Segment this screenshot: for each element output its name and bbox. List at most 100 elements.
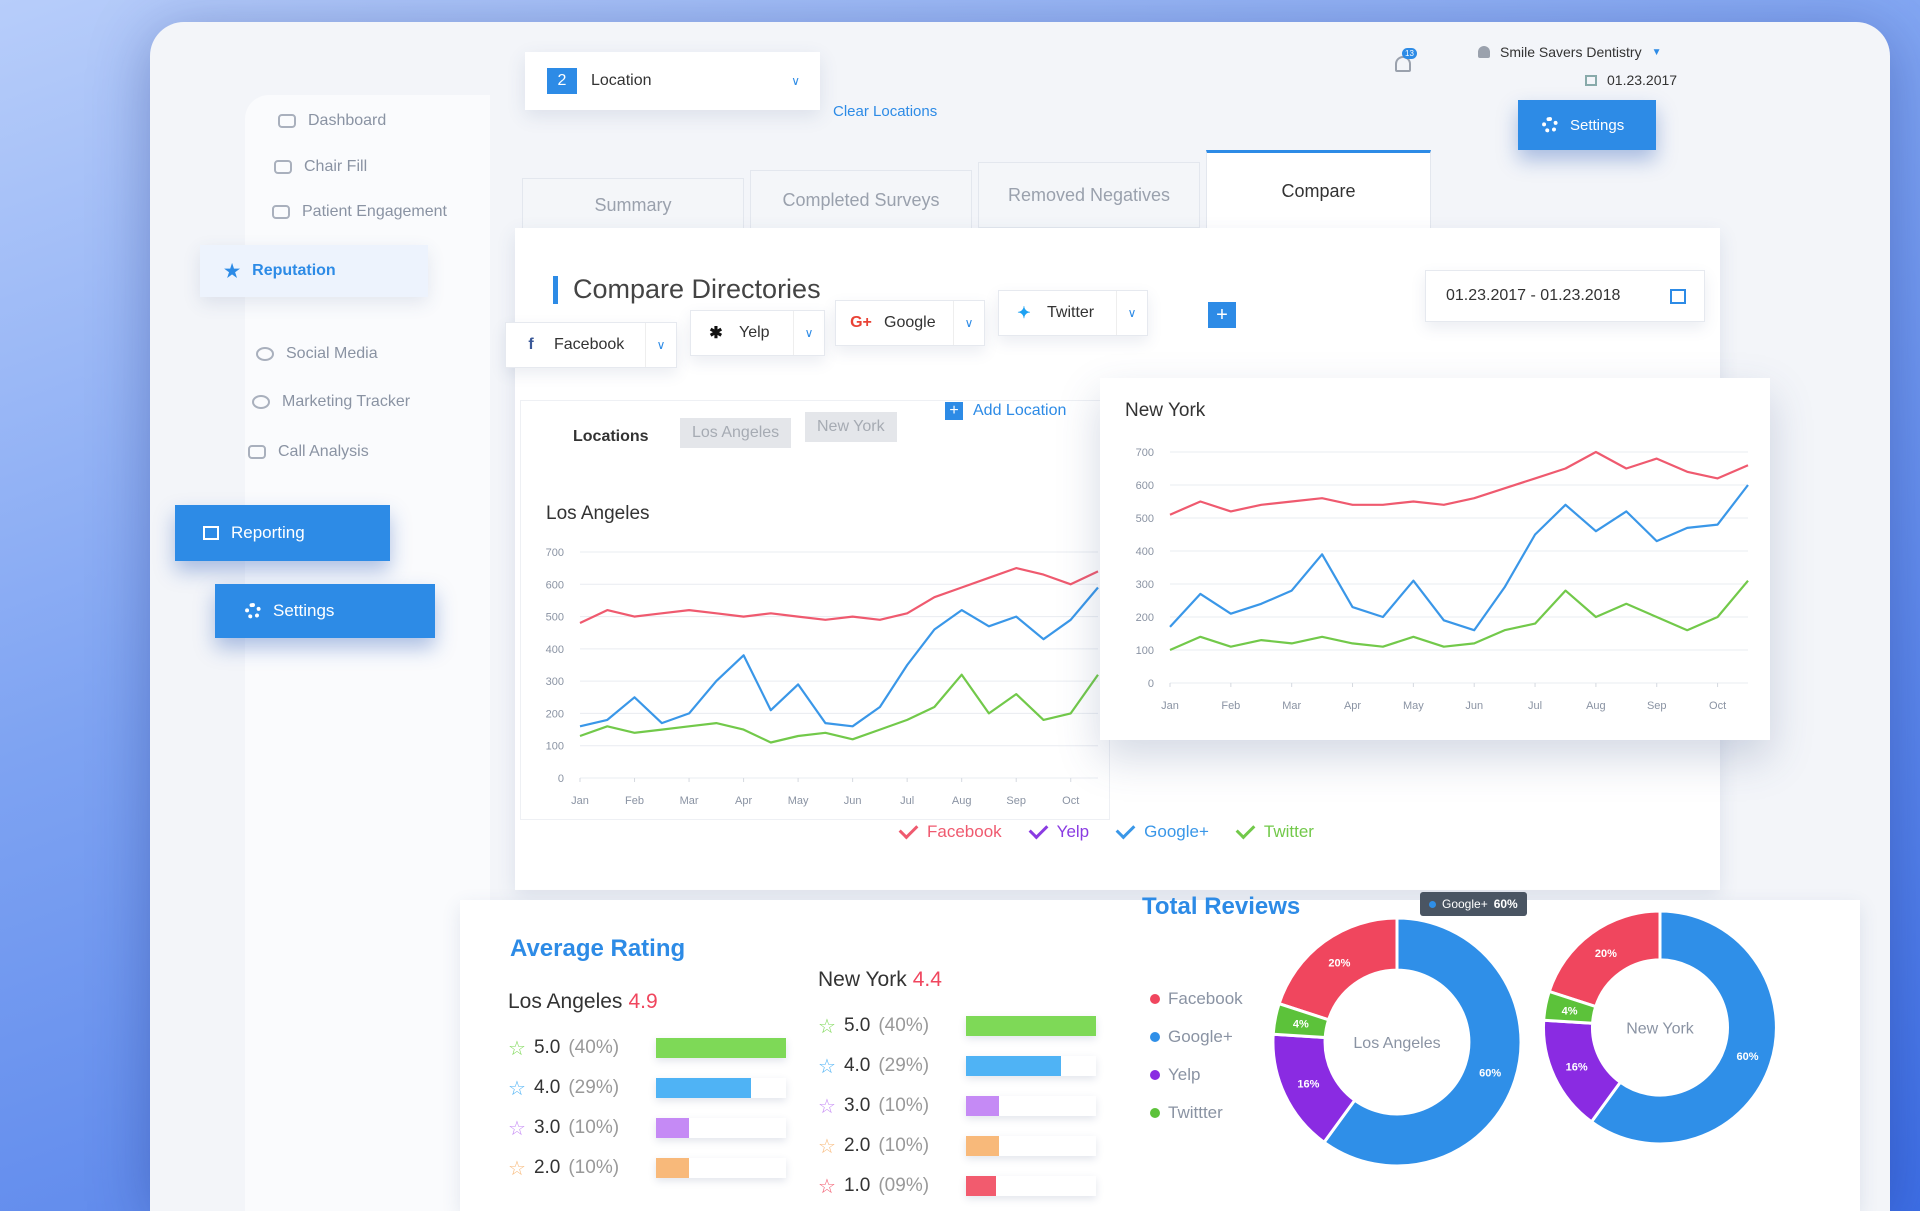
x-tick-label: Oct [1709, 700, 1726, 712]
nav-label: Call Analysis [278, 443, 369, 460]
line-chart: 0 100 200 300 400 500 600 700 Jan Feb Mar Apr May Jun… [546, 547, 1099, 807]
y-tick-label: 200 [1136, 612, 1154, 624]
notification-badge: 13 [1402, 48, 1417, 59]
x-tick-label: Aug [1586, 700, 1606, 712]
segment-label: 4% [1562, 1005, 1578, 1017]
button-label: Settings [1570, 116, 1625, 134]
x-tick-label: Oct [1062, 795, 1079, 807]
x-tick-label: May [1403, 700, 1424, 712]
legend-item[interactable]: Yelp [1028, 819, 1089, 842]
rating-bar [966, 1136, 999, 1156]
location-dropdown[interactable]: 2 Location ∨ [525, 52, 820, 110]
rating-row: ☆ 3.0 (10%) [818, 1086, 1097, 1126]
segment-label: 4% [1293, 1019, 1309, 1031]
rating-bar [966, 1176, 996, 1196]
settings-button[interactable]: Settings [215, 584, 435, 638]
y-tick-label: 700 [546, 547, 564, 559]
nav-item-active[interactable]: ★ Reputation [200, 245, 428, 297]
rating-percent: (29%) [878, 1055, 930, 1076]
nav-label: Patient Engagement [302, 203, 447, 220]
series-line [1169, 484, 1749, 632]
star-value: 2.0 [533, 1157, 561, 1178]
location-label: Location [591, 72, 652, 89]
star-icon: ☆ [818, 1095, 836, 1118]
x-tick-label: Jan [571, 795, 589, 807]
x-tick-label: Jun [1465, 700, 1483, 712]
y-tick-label: 400 [1136, 546, 1154, 558]
directory-select[interactable]: G+ Google ∨ [835, 300, 985, 346]
gear-icon [245, 603, 261, 619]
y-tick-label: 100 [1136, 645, 1154, 657]
reporting-button[interactable]: Reporting [175, 505, 390, 561]
segment-label: 20% [1595, 948, 1617, 960]
rating-row: ☆ 4.0 (29%) [818, 1046, 1097, 1086]
location-chip[interactable]: New York [805, 412, 897, 442]
x-tick-label: Feb [1221, 700, 1240, 712]
nav-item[interactable]: Marketing Tracker [252, 393, 410, 411]
legend-dot [1150, 1070, 1160, 1080]
title-accent [553, 276, 558, 304]
tab[interactable]: Removed Negatives [978, 162, 1200, 228]
legend-check [1115, 819, 1136, 839]
tab[interactable]: Summary [522, 178, 744, 233]
nav-label: Marketing Tracker [282, 393, 411, 410]
rating-row: ☆ 5.0 (40%) [818, 1006, 1097, 1046]
nav-item[interactable]: Dashboard [278, 112, 386, 130]
directory-select[interactable]: ✱ Yelp ∨ [690, 310, 825, 356]
header-settings-button[interactable]: Settings [1518, 100, 1656, 150]
segment-label: 60% [1479, 1067, 1501, 1079]
segment-label: 20% [1328, 958, 1350, 970]
legend-check [898, 819, 919, 839]
series-line [1169, 579, 1749, 652]
nav-item[interactable]: Call Analysis [248, 443, 369, 461]
rating-percent: (10%) [568, 1117, 620, 1138]
clear-locations[interactable]: Clear Locations [833, 103, 938, 120]
directory-select[interactable]: ✦ Twitter ∨ [998, 290, 1148, 336]
legend-item[interactable]: Twitter [1235, 819, 1314, 842]
reviews-legend: Facebook Google+ Yelp Twittter [1150, 980, 1243, 1132]
rating-percent: (40%) [568, 1037, 620, 1058]
location-score: 4.9 [628, 990, 658, 1013]
tab-active[interactable]: Compare [1206, 150, 1431, 230]
legend-check [1235, 819, 1256, 839]
location-chip[interactable]: Los Angeles [680, 418, 792, 448]
legend-item[interactable]: Facebook [898, 819, 1002, 842]
y-tick-label: 100 [546, 741, 564, 753]
legend-dot [1150, 1032, 1160, 1042]
directory-select[interactable]: f Facebook ∨ [505, 322, 677, 368]
x-tick-label: Sep [1006, 795, 1026, 807]
tab[interactable]: Completed Surveys [750, 170, 972, 230]
rating-percent: (29%) [568, 1077, 620, 1098]
nav-item[interactable]: Chair Fill [274, 158, 367, 176]
star-icon: ☆ [818, 1175, 836, 1198]
legend-dot [1150, 1108, 1160, 1118]
star-value: 5.0 [843, 1015, 871, 1036]
account-menu[interactable]: Smile Savers Dentistry ▼ [1478, 44, 1662, 60]
rating-column: Los Angeles 4.9 ☆ 5.0 (40%) ☆ 4.0 (29%) ☆ 3.0 (10%… [508, 990, 787, 1188]
rating-bar [656, 1078, 751, 1098]
account-name: Smile Savers Dentistry [1500, 44, 1642, 60]
x-tick-label: Mar [680, 795, 699, 807]
legend-label: Twittter [1168, 1103, 1223, 1122]
series-line [579, 673, 1099, 744]
legend-label: Google+ [1168, 1027, 1233, 1046]
x-tick-label: May [788, 795, 809, 807]
directory-label: Google [884, 314, 936, 331]
legend-item[interactable]: Google+ [1115, 819, 1209, 842]
nav-item[interactable]: Patient Engagement [272, 203, 447, 221]
y-tick-label: 500 [546, 612, 564, 624]
rating-bar [966, 1056, 1061, 1076]
y-tick-label: 700 [1136, 447, 1154, 459]
x-tick-label: Aug [952, 795, 972, 807]
rating-percent: (09%) [878, 1175, 930, 1196]
y-tick-label: 600 [546, 579, 564, 591]
x-tick-label: Feb [625, 795, 644, 807]
caret: ∨ [791, 74, 800, 88]
date-range-text: 01.23.2017 - 01.23.2018 [1446, 287, 1621, 304]
date-range[interactable]: 01.23.2017 - 01.23.2018 [1425, 270, 1705, 322]
rating-percent: (10%) [568, 1157, 620, 1178]
add-location[interactable]: + Add Location [945, 402, 1066, 420]
rating-bar [656, 1118, 689, 1138]
add-directory-button[interactable]: + [1208, 302, 1236, 328]
nav-item[interactable]: Social Media [256, 345, 378, 363]
